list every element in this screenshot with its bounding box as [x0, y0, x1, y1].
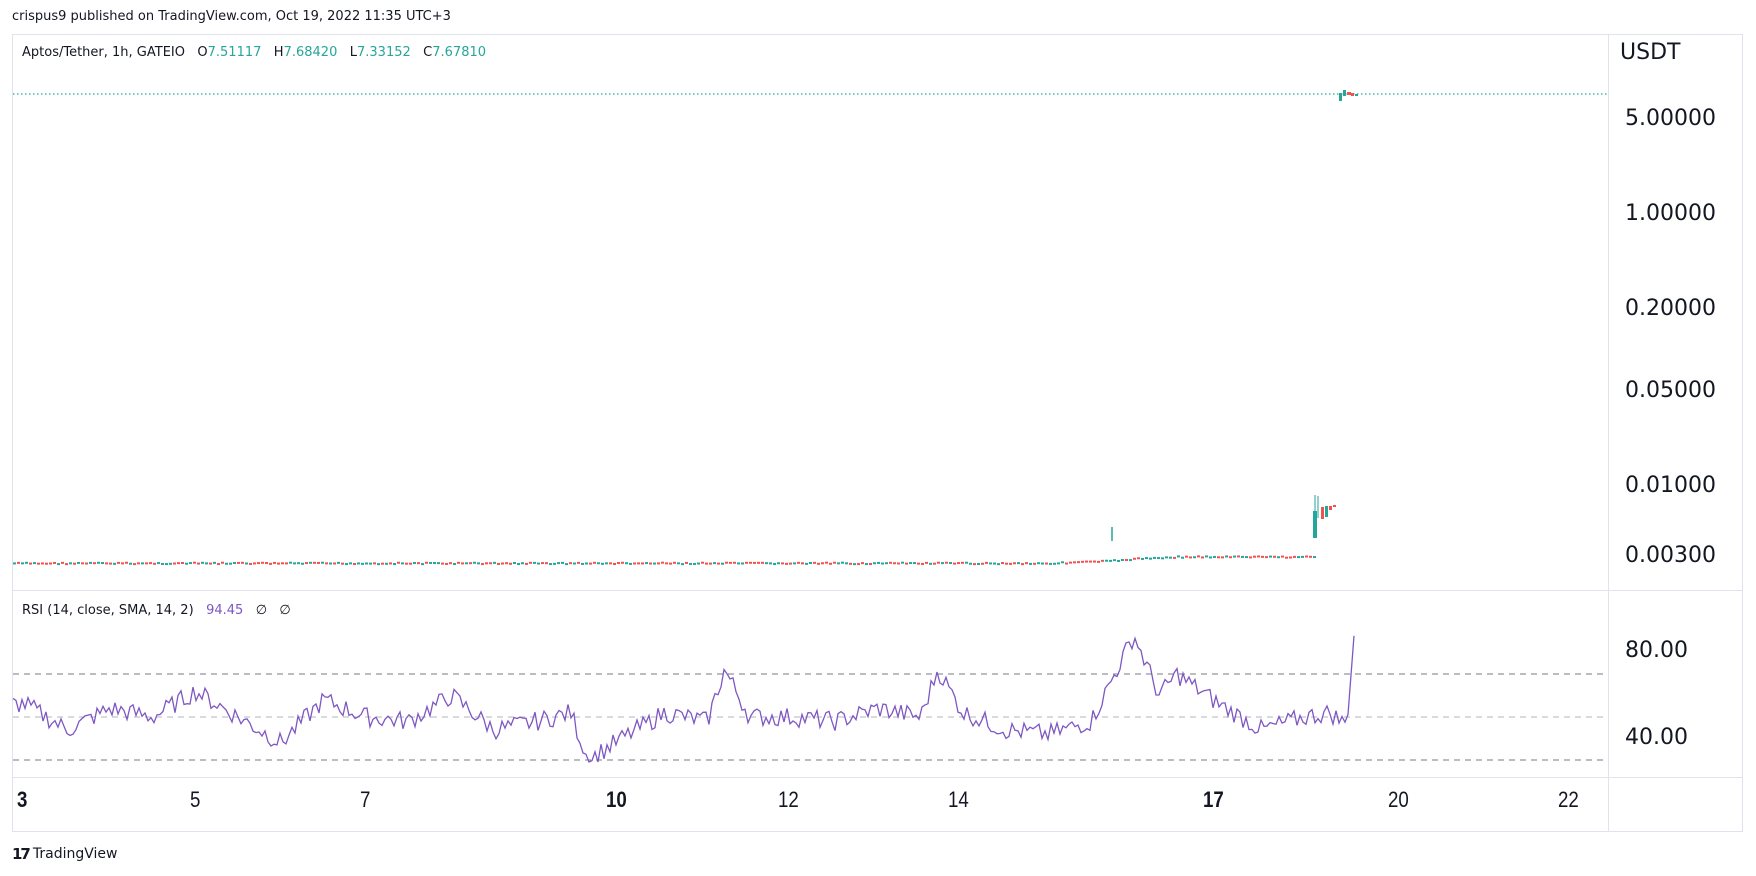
chart-frame[interactable] [12, 34, 1743, 832]
price-tick: 0.05000 [1625, 378, 1716, 403]
rsi-extra-1: ∅ [255, 603, 268, 618]
rsi-title: RSI (14, close, SMA, 14, 2) [22, 603, 194, 618]
open-value: 7.51117 [207, 45, 262, 60]
high-label: H [273, 45, 284, 60]
time-tick: 17 [1203, 787, 1224, 812]
rsi-legend: RSI (14, close, SMA, 14, 2) 94.45 ∅ ∅ [22, 603, 291, 618]
close-value: 7.67810 [432, 45, 487, 60]
price-tick: 0.20000 [1625, 296, 1716, 321]
price-tick: 5.00000 [1625, 106, 1716, 131]
time-tick: 22 [1558, 787, 1579, 812]
tradingview-brand[interactable]: 17 TradingView [12, 845, 117, 863]
time-tick: 12 [778, 787, 799, 812]
currency-unit[interactable]: USDT [1620, 40, 1681, 65]
price-axis-divider [1608, 34, 1609, 832]
price-tick: 0.00300 [1625, 543, 1716, 568]
time-tick: 5 [190, 787, 201, 812]
price-tick: 1.00000 [1625, 201, 1716, 226]
publish-info: crispus9 published on TradingView.com, O… [12, 9, 451, 24]
price-tick: 0.01000 [1625, 473, 1716, 498]
time-tick: 10 [606, 787, 627, 812]
rsi-tick: 40.00 [1625, 725, 1688, 750]
tradingview-logo-icon: 17 [12, 845, 31, 863]
symbol-legend: Aptos/Tether, 1h, GATEIO O7.51117 H7.684… [22, 45, 486, 60]
high-value: 7.68420 [283, 45, 338, 60]
open-label: O [197, 45, 208, 60]
close-label: C [423, 45, 433, 60]
rsi-extra-2: ∅ [279, 603, 291, 618]
time-tick: 3 [17, 787, 28, 812]
brand-name: TradingView [32, 846, 118, 862]
low-label: L [349, 45, 357, 60]
rsi-tick: 80.00 [1625, 638, 1688, 663]
time-tick: 20 [1388, 787, 1409, 812]
symbol-title: Aptos/Tether, 1h, GATEIO [22, 45, 185, 60]
pane-separator[interactable] [12, 590, 1743, 591]
price-series [13, 90, 1607, 566]
time-tick: 7 [360, 787, 371, 812]
low-value: 7.33152 [357, 45, 411, 60]
rsi-value: 94.45 [206, 603, 244, 618]
time-axis-separator [12, 777, 1743, 778]
rsi-series [12, 635, 1603, 763]
time-tick: 14 [948, 787, 969, 812]
